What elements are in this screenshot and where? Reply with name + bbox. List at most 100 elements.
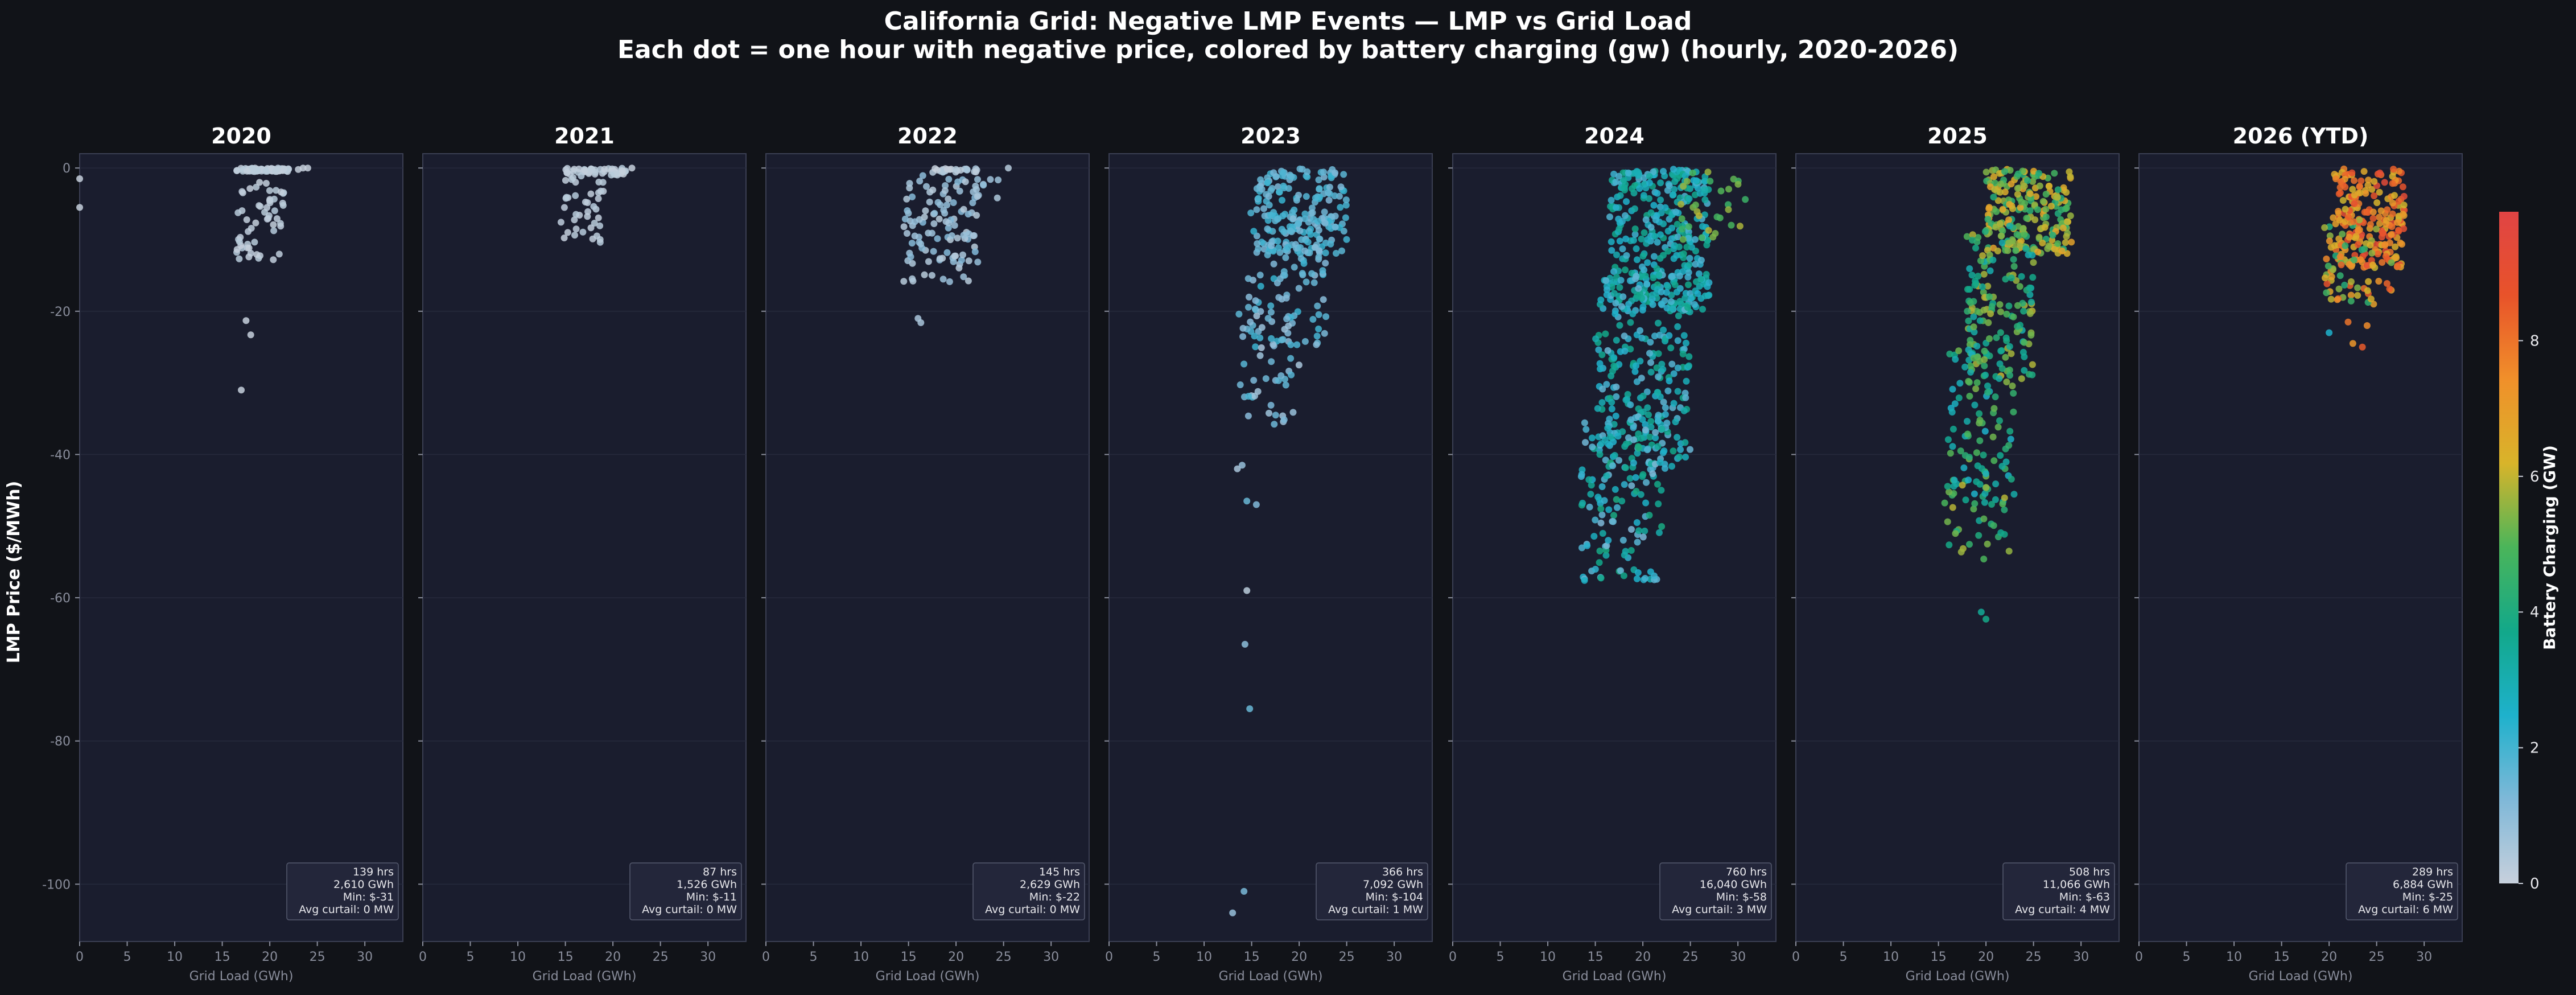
data-point (1643, 388, 1651, 396)
data-point (1655, 412, 1662, 419)
data-point (595, 189, 602, 196)
data-point (2003, 379, 2010, 385)
data-point (593, 232, 600, 240)
data-point (2031, 216, 2039, 224)
data-point (564, 229, 571, 236)
data-point (905, 209, 912, 217)
data-point (1983, 484, 1990, 491)
stats-line: Avg curtail: 0 MW (642, 903, 737, 916)
data-point (2063, 233, 2070, 240)
stats-line: 508 hrs (2069, 866, 2110, 878)
data-point (233, 246, 241, 253)
data-point (1250, 228, 1258, 235)
data-point (1243, 498, 1251, 505)
data-point (1270, 341, 1277, 348)
data-point (950, 199, 957, 206)
data-point (2349, 340, 2356, 347)
data-point (1728, 221, 1735, 229)
data-point (1656, 331, 1663, 339)
data-point (1293, 196, 1300, 204)
data-point (930, 248, 937, 255)
data-point (980, 182, 987, 189)
data-point (1287, 355, 1295, 362)
data-point (1742, 196, 1749, 203)
data-point (1980, 451, 1987, 459)
data-point (1287, 341, 1295, 348)
data-point (2351, 191, 2358, 199)
data-point (1291, 264, 1298, 271)
data-point (1676, 272, 1683, 279)
data-point (1975, 532, 1983, 539)
data-point (965, 230, 972, 237)
data-point (1638, 235, 1645, 242)
data-point (942, 182, 949, 189)
data-point (1614, 504, 1621, 511)
x-tick-label: 0 (762, 950, 770, 964)
data-point (1613, 251, 1620, 258)
data-point (1264, 315, 1272, 322)
data-point (951, 222, 958, 229)
data-point (942, 218, 950, 225)
data-point (2026, 207, 2034, 215)
data-point (1247, 318, 1254, 326)
data-point (1666, 377, 1673, 385)
data-point (2350, 218, 2357, 225)
data-point (1633, 362, 1640, 369)
data-point (2388, 223, 2396, 231)
data-point (2330, 214, 2337, 221)
data-point (2367, 295, 2375, 303)
data-point (1332, 212, 1339, 220)
data-point (946, 278, 953, 285)
data-point (995, 176, 1002, 184)
data-point (1658, 425, 1666, 433)
colorbar-tick-label: 4 (2530, 604, 2540, 621)
data-point (1337, 183, 1345, 191)
data-point (1987, 310, 1994, 318)
data-point (1611, 486, 1619, 493)
data-point (1597, 296, 1605, 303)
panel-1: 0 5 10 15 20 25 30 Grid Load (GWh) 2021 87 hrs1,5… (418, 124, 747, 984)
data-point (1725, 186, 1732, 193)
data-point (904, 230, 910, 237)
data-point (2394, 219, 2401, 226)
data-point (1649, 301, 1656, 309)
data-point (2007, 435, 2014, 443)
data-point (2323, 255, 2330, 262)
data-point (2018, 273, 2025, 280)
data-point (1705, 227, 1712, 234)
data-point (1611, 310, 1619, 318)
data-point (1315, 227, 1322, 234)
data-point (2389, 210, 2396, 217)
data-point (1657, 179, 1664, 187)
data-point (1264, 174, 1271, 182)
stats-line: 139 hrs (353, 866, 394, 878)
data-point (965, 277, 972, 285)
data-point (1643, 281, 1651, 287)
data-point (2356, 190, 2364, 196)
data-point (2030, 259, 2037, 266)
x-tick-label: 20 (1291, 950, 1307, 964)
data-point (1980, 556, 1988, 563)
data-point (2389, 199, 2396, 207)
data-point (2335, 190, 2343, 198)
data-point (584, 208, 592, 215)
data-point (1613, 336, 1620, 344)
data-point (1276, 188, 1283, 196)
data-point (2369, 215, 2377, 222)
data-point (1315, 176, 1322, 183)
data-point (1955, 347, 1963, 355)
data-point (1298, 236, 1305, 243)
data-point (253, 183, 260, 191)
data-point (1619, 217, 1626, 225)
data-point (1238, 462, 1246, 469)
data-point (277, 188, 285, 196)
data-point (1274, 216, 1281, 223)
data-point (1607, 433, 1614, 441)
data-point (2023, 215, 2030, 222)
data-point (2396, 167, 2403, 175)
x-tick-label: 30 (2073, 950, 2089, 964)
data-point (1271, 421, 1278, 428)
data-point (1313, 341, 1320, 348)
data-point (1301, 210, 1309, 217)
data-point (1645, 411, 1652, 418)
